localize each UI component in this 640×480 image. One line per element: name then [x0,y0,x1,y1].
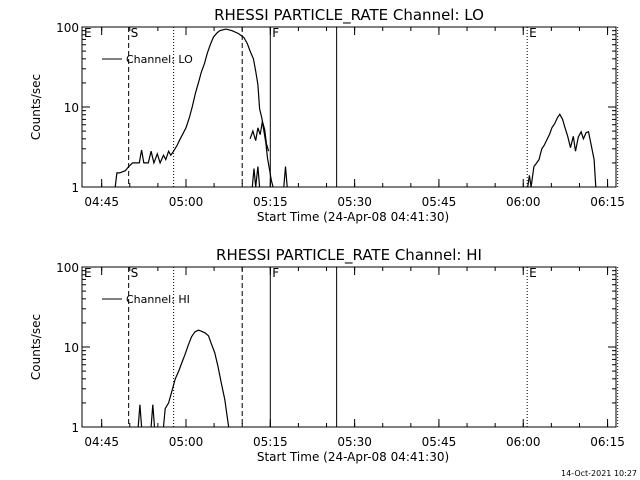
y-tick-label: 10 [64,341,79,355]
x-tick-label: 05:45 [422,195,457,209]
x-tick-label: 05:00 [169,435,204,449]
y-axis-label: Counts/sec [29,314,43,380]
x-tick-label: 05:15 [253,435,288,449]
event-marker-label: E [529,266,537,280]
data-series-line [251,166,261,188]
footer-date: 14-Oct-2021 10:27 [561,469,637,478]
legend-label: Channel: LO [126,53,193,66]
y-tick-label: 100 [56,261,79,275]
event-marker-label: F [272,266,279,280]
x-tick-label: 06:15 [590,435,625,449]
x-axis-label: Start Time (24-Apr-08 04:41:30) [257,450,449,464]
x-tick-label: 05:00 [169,195,204,209]
data-series-line [150,404,156,428]
y-tick-label: 1 [71,181,79,195]
event-marker-label: S [131,26,139,40]
event-marker-label: S [131,266,139,280]
chart-title: RHESSI PARTICLE_RATE Channel: LO [214,6,484,25]
event-marker-label: E [84,266,92,280]
data-series-line [527,113,597,188]
x-tick-label: 06:00 [506,195,541,209]
data-series-line [114,28,274,188]
chart-title: RHESSI PARTICLE_RATE Channel: HI [216,246,482,265]
x-tick-label: 05:45 [422,435,457,449]
legend-label: Channel: HI [126,293,190,306]
panel-channel-hi: RHESSI PARTICLE_RATE Channel: HI Counts/s… [29,246,625,464]
data-series-line [137,404,143,428]
x-tick-label: 04:45 [84,435,119,449]
x-tick-label: 05:30 [337,435,372,449]
y-tick-label: 10 [64,101,79,115]
y-tick-label: 100 [56,21,79,35]
panel-channel-lo: RHESSI PARTICLE_RATE Channel: LO Counts/s… [29,6,625,224]
event-marker-label: E [84,26,92,40]
plot-frame [81,266,617,428]
y-tick-label: 1 [71,421,79,435]
event-marker-label: F [272,26,279,40]
x-axis-label: Start Time (24-Apr-08 04:41:30) [257,210,449,224]
data-series-line [162,329,230,428]
x-tick-label: 04:45 [84,195,119,209]
data-series-line [283,166,288,188]
x-tick-label: 06:15 [590,195,625,209]
data-series-line [249,121,270,152]
x-tick-label: 05:15 [253,195,288,209]
y-axis-label: Counts/sec [29,74,43,140]
x-tick-label: 06:00 [506,435,541,449]
event-marker-label: E [529,26,537,40]
x-tick-label: 05:30 [337,195,372,209]
